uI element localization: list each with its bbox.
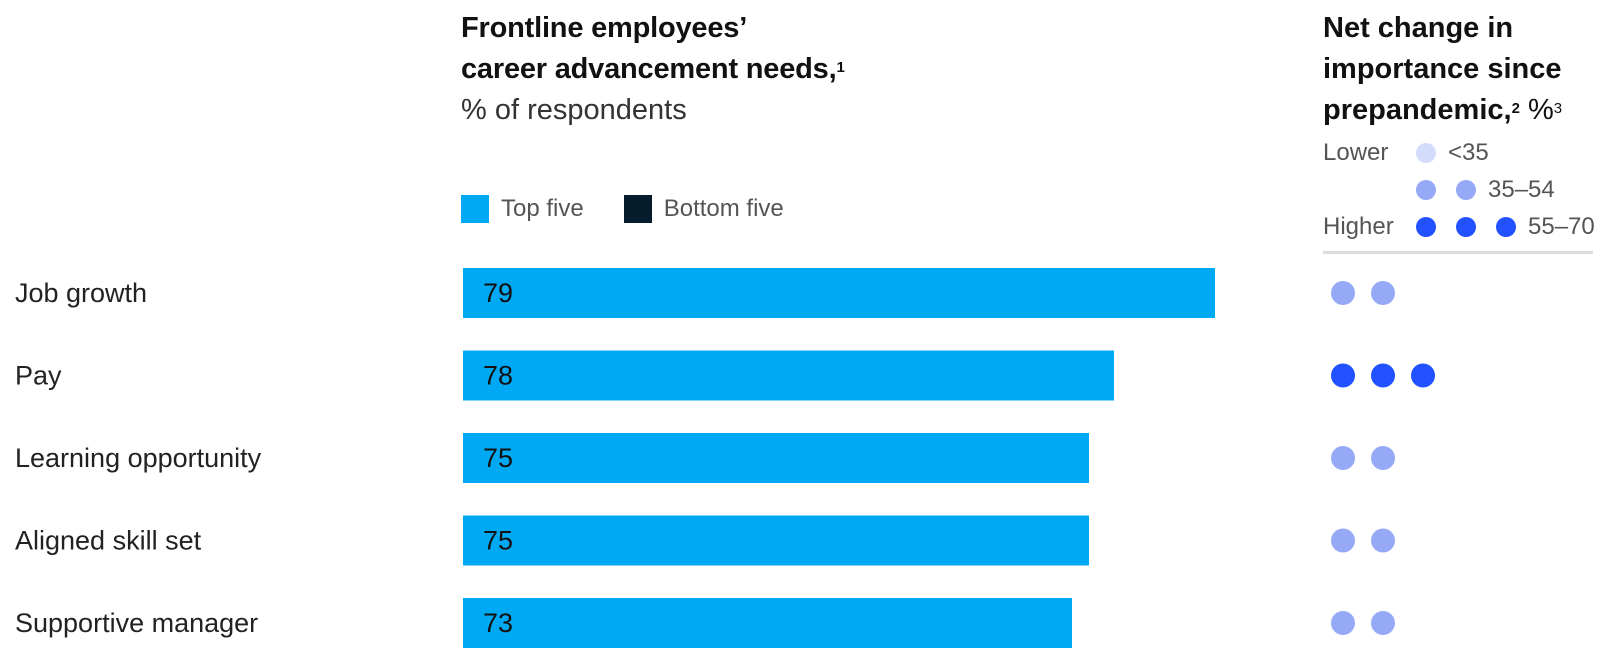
legend-top-five: Top five <box>461 195 584 223</box>
bar-value-label: 75 <box>483 443 513 473</box>
key-divider <box>1323 251 1593 254</box>
category-label: Supportive manager <box>15 608 258 638</box>
net-change-dot <box>1371 281 1395 305</box>
bar-value-label: 75 <box>483 526 513 556</box>
bar-value-label: 73 <box>483 608 513 638</box>
key-lower-label: Lower <box>1323 139 1389 166</box>
legend-top-five-swatch <box>461 195 489 223</box>
key-dot <box>1416 217 1436 237</box>
bar <box>463 433 1089 483</box>
chart-subtitle: % of respondents <box>461 94 687 126</box>
net-change-title-line3: prepandemic,2 %3 <box>1323 90 1613 131</box>
net-change-unit: % <box>1519 94 1554 126</box>
net-change-dot <box>1371 611 1395 635</box>
legend-top-five-label: Top five <box>501 195 584 222</box>
net-change-title-line2: importance since <box>1323 53 1562 85</box>
bar-value-label: 79 <box>483 278 513 308</box>
net-change-dot <box>1331 528 1355 553</box>
key-dot <box>1456 180 1476 200</box>
legend-bottom-five-swatch <box>623 195 652 223</box>
key-row-high: Higher 55–70 <box>1323 212 1603 242</box>
key-range-2: 35–54 <box>1488 176 1555 203</box>
key-row-low: Lower <35 <box>1323 138 1603 168</box>
chart-title-block: Frontline employees’ career advancement … <box>461 8 1061 131</box>
category-label: Pay <box>15 361 62 391</box>
footnote-2: 2 <box>1511 100 1520 117</box>
net-change-dot <box>1331 363 1355 388</box>
legend-bottom-five-label: Bottom five <box>663 195 784 222</box>
bar-value-label: 78 <box>483 361 513 391</box>
net-change-title-line1: Net change in <box>1323 12 1514 44</box>
chart-title-line2: career advancement needs,1 <box>461 49 1061 90</box>
key-dot <box>1496 217 1516 237</box>
key-range-1: <35 <box>1448 139 1489 166</box>
net-change-dot <box>1371 528 1395 553</box>
net-change-title-line3-text: prepandemic, <box>1323 94 1512 126</box>
key-dot <box>1416 143 1436 163</box>
key-higher-label: Higher <box>1323 213 1394 240</box>
legend-bottom-five: Bottom five <box>623 195 784 223</box>
key-dot <box>1416 180 1436 200</box>
category-label: Job growth <box>15 278 147 308</box>
key-row-mid: 35–54 <box>1323 175 1603 205</box>
net-change-dot <box>1331 281 1355 305</box>
bar <box>463 350 1114 401</box>
category-label: Learning opportunity <box>15 443 262 473</box>
bar <box>463 598 1072 648</box>
footnote-1: 1 <box>836 59 845 76</box>
net-change-dot <box>1411 363 1435 388</box>
chart-title-line1: Frontline employees’ <box>461 12 748 44</box>
net-change-dot <box>1331 611 1355 635</box>
bar <box>463 515 1089 566</box>
key-dot <box>1456 217 1476 237</box>
net-change-dot <box>1371 363 1395 388</box>
category-label: Aligned skill set <box>15 526 202 556</box>
chart-title-line2-text: career advancement needs, <box>461 53 837 85</box>
key-range-3: 55–70 <box>1528 213 1595 240</box>
legend: Top five Bottom five <box>461 195 824 223</box>
net-change-dot <box>1331 446 1355 470</box>
net-change-dot <box>1371 446 1395 470</box>
footnote-3: 3 <box>1553 100 1563 117</box>
bar <box>463 268 1215 318</box>
bar-chart: Job growth 79 Pay 78 Learning opportunity 75 A… <box>15 268 1435 648</box>
net-change-title: Net change in importance since prepandem… <box>1323 8 1613 131</box>
